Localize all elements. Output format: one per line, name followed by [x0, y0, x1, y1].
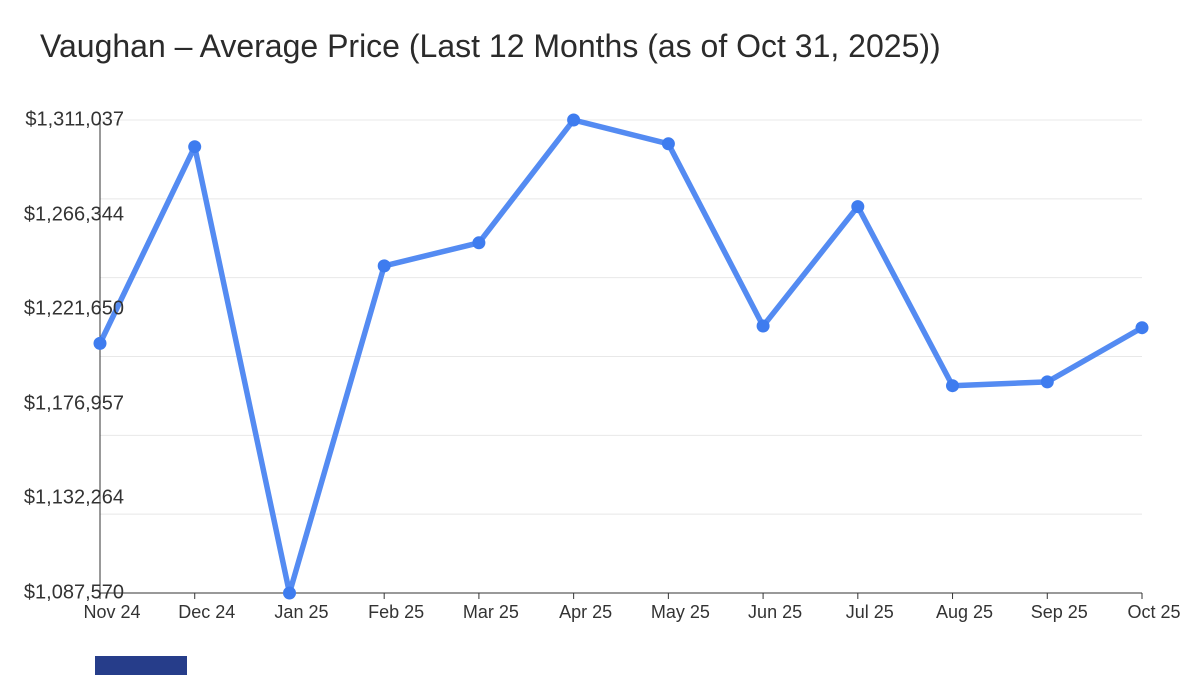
data-point-Jun 25[interactable]	[756, 319, 770, 333]
y-tick-label-4: $1,132,264	[23, 486, 124, 509]
x-tick-label-Apr 25: Apr 25	[559, 602, 613, 622]
y-tick-label-5: $1,087,570	[23, 581, 124, 604]
x-tick-label-Dec 24: Dec 24	[178, 602, 236, 622]
data-point-Mar 25[interactable]	[472, 236, 486, 250]
x-tick-label-Jul 25: Jul 25	[845, 602, 894, 622]
chart-title: Vaughan – Average Price (Last 12 Months …	[40, 28, 941, 64]
x-tick-label-Feb 25: Feb 25	[368, 602, 425, 622]
data-point-Feb 25[interactable]	[377, 259, 391, 273]
y-tick-label-3: $1,176,957	[23, 392, 124, 415]
data-point-Oct 25[interactable]	[1135, 321, 1149, 335]
average-price-line	[97, 117, 1145, 596]
data-point-Nov 24[interactable]	[93, 336, 107, 350]
data-point-May 25[interactable]	[661, 137, 675, 151]
y-tick-label-2: $1,221,650	[23, 297, 124, 320]
x-tick-label-Oct 25: Oct 25	[1127, 602, 1181, 622]
y-tick-label-0: $1,311,037	[25, 108, 124, 131]
data-point-Aug 25[interactable]	[946, 379, 959, 393]
x-tick-label-Sep 25: Sep 25	[1030, 602, 1088, 622]
bottom-navy-bar	[95, 656, 187, 675]
x-tick-label-Aug 25: Aug 25	[936, 602, 994, 622]
x-tick-label-Nov 24: Nov 24	[83, 602, 141, 622]
data-point-Jul 25[interactable]	[851, 200, 865, 214]
data-point-Jan 25[interactable]	[283, 586, 296, 600]
x-tick-label-May 25: May 25	[650, 602, 710, 622]
data-point-Dec 24[interactable]	[188, 140, 202, 154]
data-point-Apr 25[interactable]	[567, 113, 581, 127]
data-point-Sep 25[interactable]	[1040, 375, 1054, 389]
y-tick-label-1: $1,266,344	[23, 203, 124, 226]
x-tick-label-Jan 25: Jan 25	[274, 602, 329, 622]
x-tick-label-Mar 25: Mar 25	[462, 602, 519, 622]
x-tick-label-Jun 25: Jun 25	[748, 602, 803, 622]
